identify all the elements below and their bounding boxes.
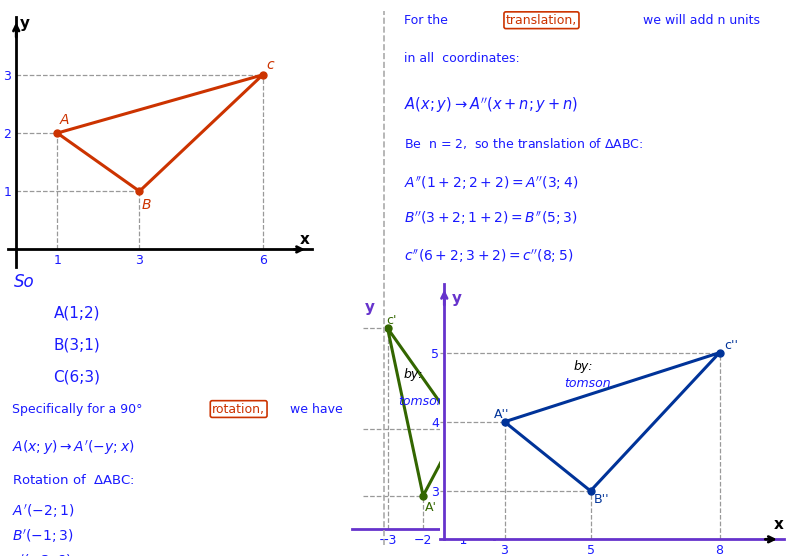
Text: tomson: tomson bbox=[398, 395, 445, 408]
Text: c: c bbox=[267, 58, 274, 72]
Text: $B'(-1;3)$: $B'(-1;3)$ bbox=[11, 528, 74, 545]
Text: we will add n units: we will add n units bbox=[643, 14, 760, 27]
Text: y: y bbox=[452, 291, 462, 306]
Text: Specifically for a 90°: Specifically for a 90° bbox=[11, 403, 142, 415]
Text: B': B' bbox=[462, 415, 474, 428]
Text: $B''(3+2;1+2) = B''(5;3)$: $B''(3+2;1+2) = B''(5;3)$ bbox=[404, 210, 578, 227]
Text: A'': A'' bbox=[494, 408, 510, 421]
Text: $c'(-3;6)$: $c'(-3;6)$ bbox=[11, 553, 71, 556]
Text: we have: we have bbox=[290, 403, 342, 415]
Text: Rotation of  $\Delta$ABC:: Rotation of $\Delta$ABC: bbox=[11, 473, 134, 486]
Text: in all  coordinates:: in all coordinates: bbox=[404, 52, 520, 65]
Text: by:: by: bbox=[574, 360, 593, 373]
Text: rotation,: rotation, bbox=[212, 403, 265, 415]
Text: x: x bbox=[506, 508, 515, 523]
Text: A': A' bbox=[425, 501, 437, 514]
Text: by:: by: bbox=[403, 369, 423, 381]
Text: translation,: translation, bbox=[506, 14, 577, 27]
Text: B(3;1): B(3;1) bbox=[54, 337, 100, 353]
Text: C(6;3): C(6;3) bbox=[54, 370, 101, 385]
Text: y: y bbox=[20, 16, 30, 31]
Text: c'': c'' bbox=[724, 339, 738, 353]
Text: So: So bbox=[14, 273, 34, 291]
Text: For the: For the bbox=[404, 14, 448, 27]
Text: tomson: tomson bbox=[565, 378, 611, 390]
Text: $A(x;y) \rightarrow A''(x+n;y+n)$: $A(x;y) \rightarrow A''(x+n;y+n)$ bbox=[404, 96, 578, 115]
Text: $A'(-2;1)$: $A'(-2;1)$ bbox=[11, 503, 74, 520]
Text: $A(x;y) \rightarrow A'(-y;x)$: $A(x;y) \rightarrow A'(-y;x)$ bbox=[11, 439, 134, 458]
Text: B'': B'' bbox=[594, 493, 610, 507]
Text: x: x bbox=[774, 517, 783, 532]
Text: A: A bbox=[59, 113, 69, 127]
Text: A(1;2): A(1;2) bbox=[54, 306, 100, 321]
Text: x: x bbox=[300, 232, 310, 247]
Text: Be  n = 2,  so the translation of $\Delta$ABC:: Be n = 2, so the translation of $\Delta$… bbox=[404, 136, 643, 151]
Text: c': c' bbox=[386, 314, 396, 327]
Text: B: B bbox=[142, 198, 151, 212]
Text: $A''(1+2;2+2) = A''(3;4)$: $A''(1+2;2+2) = A''(3;4)$ bbox=[404, 175, 578, 192]
Text: y: y bbox=[365, 300, 374, 315]
Text: $c''(6+2;3+2) = c''(8;5)$: $c''(6+2;3+2) = c''(8;5)$ bbox=[404, 248, 574, 265]
